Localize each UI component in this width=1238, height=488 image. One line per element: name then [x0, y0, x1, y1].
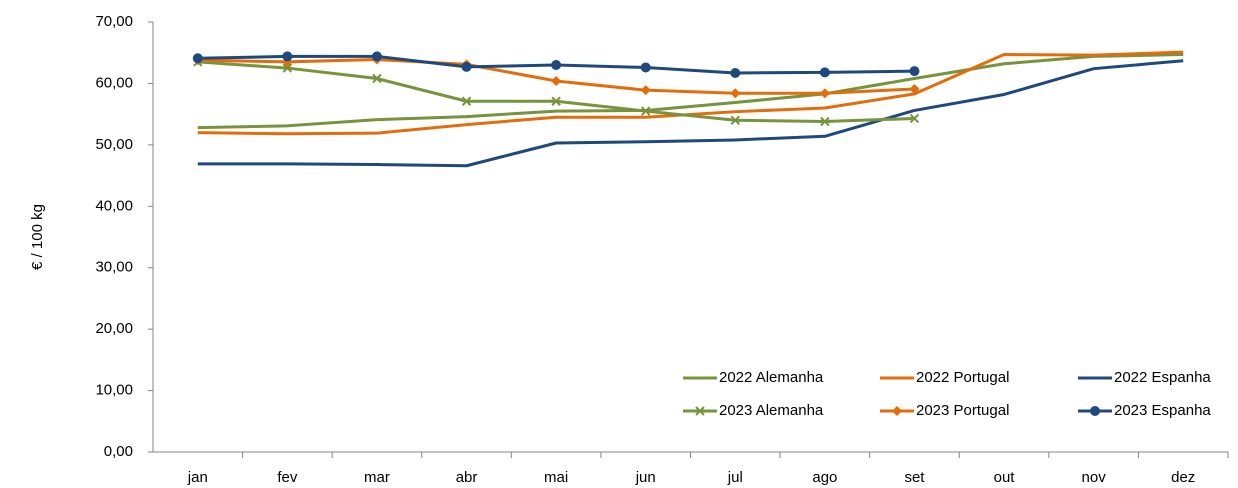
- data-point: [819, 67, 830, 78]
- legend-marker: [1090, 406, 1100, 416]
- x-tick-label: jul: [727, 469, 743, 486]
- y-tick-label: 40,00: [95, 197, 133, 214]
- y-tick-label: 60,00: [95, 74, 133, 91]
- x-tick-label: nov: [1082, 469, 1107, 486]
- data-point: [282, 51, 293, 62]
- legend-label: 2022 Portugal: [916, 369, 1009, 386]
- data-point: [372, 73, 382, 84]
- x-tick-label: dez: [1171, 469, 1195, 486]
- data-point: [551, 60, 562, 70]
- legend-label: 2023 Espanha: [1114, 402, 1211, 419]
- data-point: [371, 51, 382, 62]
- legend-label: 2023 Portugal: [916, 402, 1009, 419]
- x-tick-label: fev: [277, 469, 298, 486]
- x-tick-label: out: [994, 469, 1016, 486]
- x-tick-label: abr: [456, 469, 478, 486]
- y-tick-label: 20,00: [95, 320, 133, 337]
- data-point: [461, 61, 472, 72]
- x-tick-label: ago: [812, 469, 837, 486]
- y-tick-label: 30,00: [95, 259, 133, 276]
- data-point: [551, 75, 562, 86]
- data-point: [641, 106, 651, 116]
- data-point: [820, 116, 830, 127]
- data-point: [730, 88, 741, 99]
- data-point: [282, 63, 293, 73]
- data-point: [819, 88, 830, 99]
- data-point: [909, 83, 920, 94]
- data-point: [192, 53, 203, 64]
- x-tick-label: mar: [364, 469, 390, 486]
- series-line: [197, 53, 1184, 130]
- x-tick-label: mai: [544, 469, 568, 486]
- series-line: [197, 60, 915, 124]
- data-point: [730, 115, 740, 125]
- y-tick-label: 0,00: [104, 443, 133, 460]
- data-point: [551, 96, 561, 106]
- x-tick-label: jan: [187, 469, 208, 486]
- legend-label: 2022 Alemanha: [719, 369, 824, 386]
- y-tick-label: 50,00: [95, 136, 133, 153]
- y-tick-label: 70,00: [95, 13, 133, 30]
- y-axis-label: € / 100 kg: [29, 204, 46, 270]
- data-point: [640, 62, 651, 73]
- data-point: [909, 66, 920, 77]
- legend-label: 2022 Espanha: [1114, 369, 1211, 386]
- legend-label: 2023 Alemanha: [719, 402, 824, 419]
- legend-marker: [892, 406, 902, 416]
- data-point: [909, 113, 920, 124]
- series-line: [197, 59, 1184, 168]
- data-point: [640, 85, 651, 96]
- x-tick-label: set: [904, 469, 925, 486]
- data-point: [461, 96, 472, 106]
- x-tick-label: jun: [635, 469, 656, 486]
- legend-marker: [695, 406, 705, 416]
- data-point: [730, 67, 741, 78]
- y-tick-label: 10,00: [95, 382, 133, 399]
